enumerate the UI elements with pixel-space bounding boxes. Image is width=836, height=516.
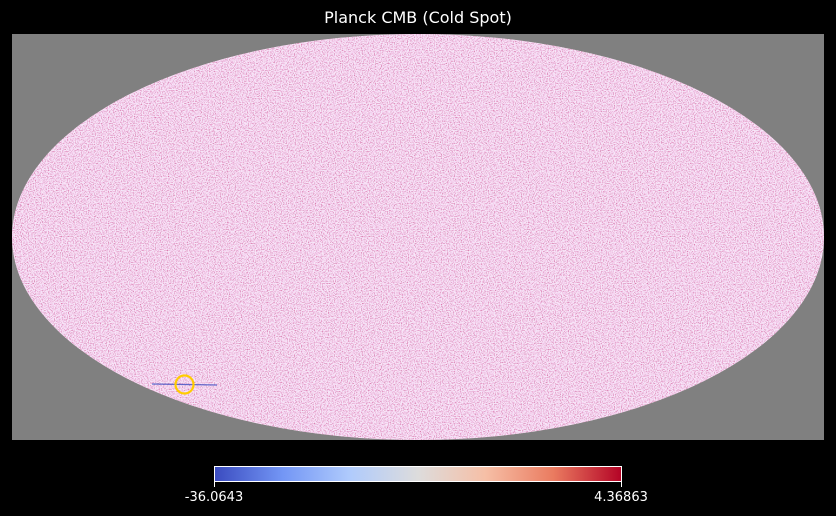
cold-spot-marker	[174, 374, 195, 395]
colorbar-gradient	[215, 467, 621, 481]
plot-title: Planck CMB (Cold Spot)	[324, 8, 512, 27]
cold-spot-streak	[151, 383, 218, 386]
colorbar-min-label: -36.0643	[184, 490, 244, 505]
map-panel	[12, 34, 824, 440]
colorbar-tick-min	[214, 482, 215, 487]
mollweide-sky-map	[12, 34, 824, 440]
colorbar-tick-max	[621, 482, 622, 487]
colorbar-max-label: 4.36863	[594, 490, 648, 505]
colorbar	[214, 466, 622, 482]
cmb-temperature-field	[12, 34, 824, 440]
